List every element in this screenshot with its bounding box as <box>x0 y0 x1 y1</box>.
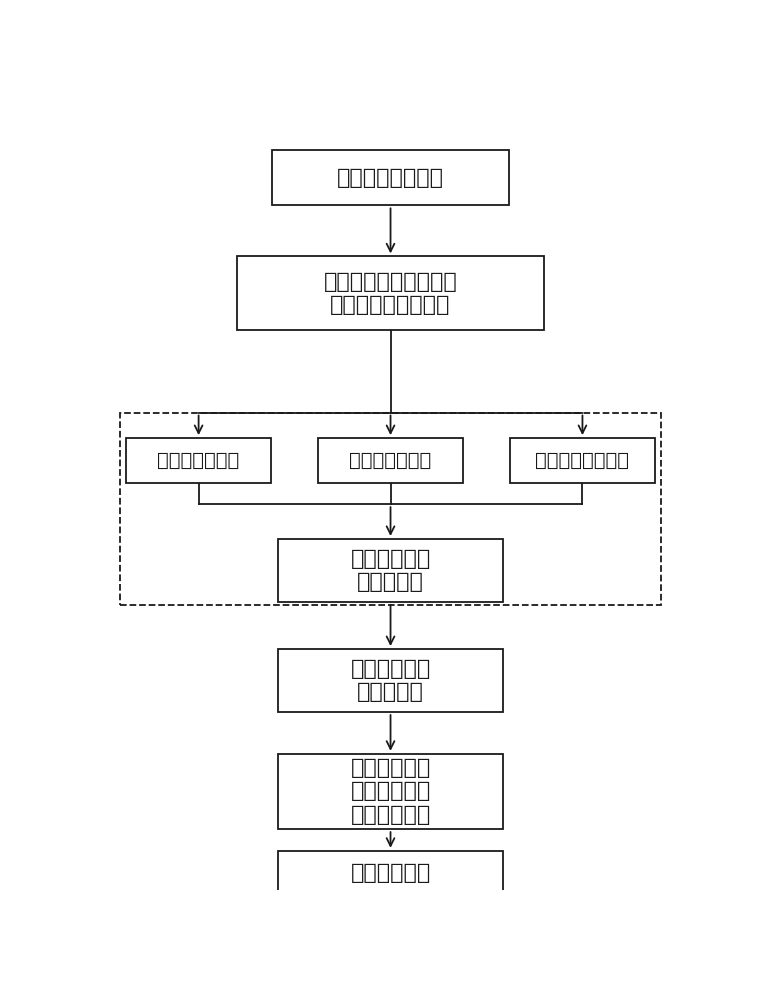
Bar <box>278 649 503 712</box>
Bar <box>278 754 503 829</box>
Bar <box>273 150 509 205</box>
Text: 对仿真结果和实测结果
比对，调整仿真参数: 对仿真结果和实测结果 比对，调整仿真参数 <box>324 272 457 315</box>
Text: 确定三种最大
的影响因素: 确定三种最大 的影响因素 <box>351 549 431 592</box>
Text: 印制板组件类
型初步划分: 印制板组件类 型初步划分 <box>351 659 431 702</box>
Text: 元器件影响分析: 元器件影响分析 <box>158 451 240 470</box>
Bar <box>120 413 661 605</box>
Bar <box>278 851 503 895</box>
Bar <box>510 438 655 483</box>
Text: 确定影响因素类型: 确定影响因素类型 <box>337 168 444 188</box>
Bar <box>126 438 271 483</box>
Bar <box>319 438 463 483</box>
Bar <box>237 256 544 330</box>
Text: 印制板影响分析: 印制板影响分析 <box>350 451 431 470</box>
Text: 制作印制板组
件并测温（调
整类型划分）: 制作印制板组 件并测温（调 整类型划分） <box>351 758 431 825</box>
Text: 组装质量检测: 组装质量检测 <box>351 863 431 883</box>
Bar <box>278 539 503 602</box>
Text: 组装密度影响分析: 组装密度影响分析 <box>536 451 629 470</box>
